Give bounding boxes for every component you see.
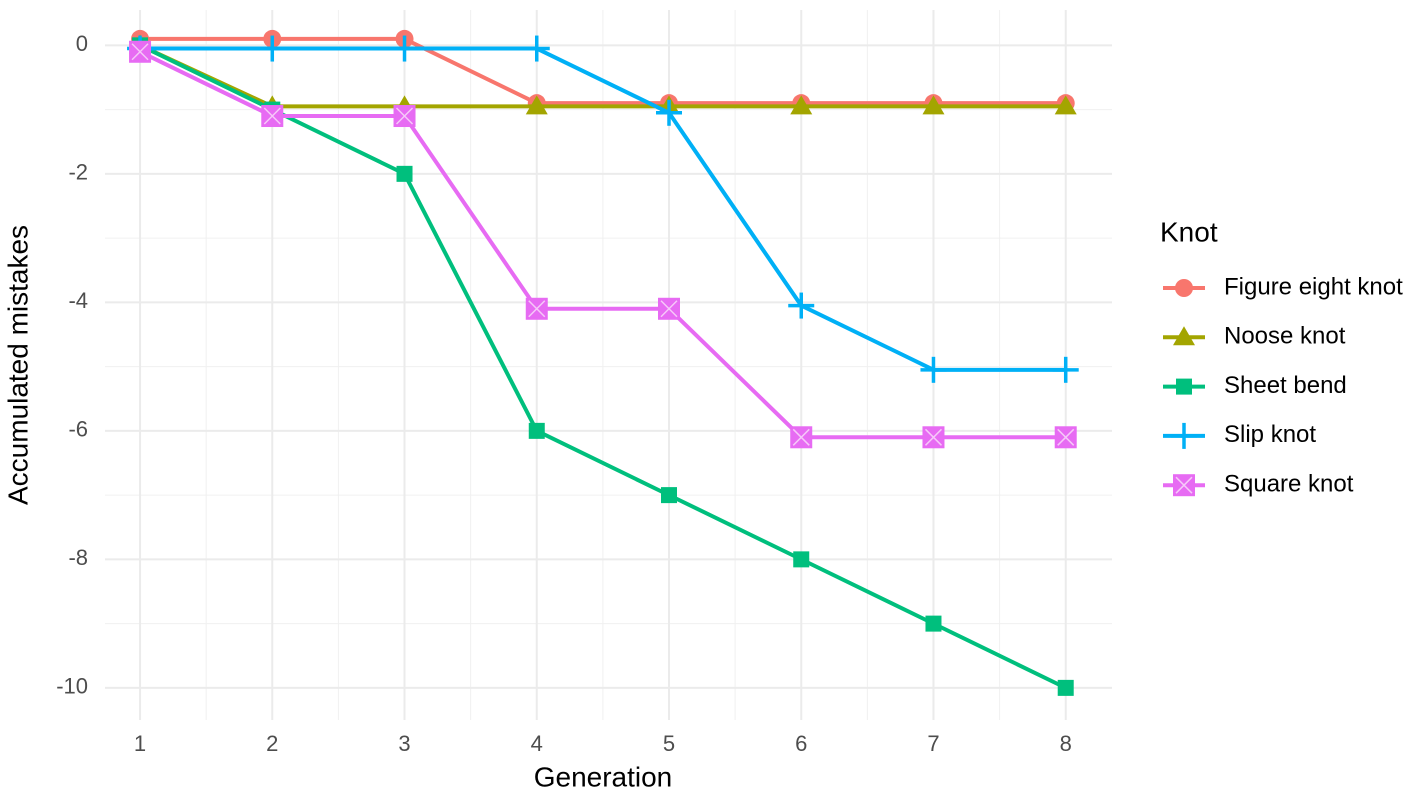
marker-shape — [793, 551, 810, 568]
marker-shape — [395, 107, 414, 125]
marker-shape — [922, 95, 945, 115]
y-tick-label: 0 — [76, 31, 88, 56]
y-tick-label: -8 — [68, 545, 88, 570]
marker-shape — [528, 422, 545, 439]
legend-label: Sheet bend — [1224, 372, 1347, 399]
marker — [793, 551, 810, 568]
marker-shape — [1175, 279, 1193, 297]
marker-shape — [660, 300, 678, 318]
marker-shape — [1057, 428, 1075, 446]
y-tick-label: -10 — [56, 674, 88, 699]
x-tick-label: 6 — [795, 731, 807, 756]
series-line — [139, 43, 1066, 109]
marker — [655, 99, 682, 126]
marker — [1054, 426, 1077, 449]
x-axis-title: Generation — [534, 761, 673, 792]
marker-shape — [396, 165, 413, 182]
marker-shape — [1057, 679, 1074, 696]
y-tick-label: -2 — [68, 160, 88, 185]
marker — [1171, 422, 1197, 449]
legend-item: Square knot — [1163, 471, 1354, 498]
marker — [259, 35, 286, 62]
marker-shape — [528, 300, 546, 318]
marker-shape — [1054, 95, 1077, 115]
x-tick-label: 4 — [531, 731, 543, 756]
marker-shape — [660, 487, 677, 504]
marker — [925, 615, 942, 632]
marker — [525, 297, 548, 320]
x-tick-label: 8 — [1060, 731, 1072, 756]
y-axis-title: Accumulated mistakes — [2, 225, 33, 505]
legend-label: Figure eight knot — [1224, 273, 1403, 300]
marker — [1176, 378, 1192, 395]
marker — [396, 165, 413, 182]
marker — [657, 297, 680, 320]
legend-item: Figure eight knot — [1163, 273, 1403, 300]
series-line — [140, 36, 1066, 106]
x-tick-label: 5 — [663, 731, 675, 756]
series-line — [140, 46, 1066, 372]
series-line — [139, 49, 1066, 440]
marker-shape — [263, 107, 281, 125]
x-tick-label: 1 — [134, 731, 146, 756]
marker — [391, 35, 418, 62]
marker — [523, 35, 550, 62]
marker — [790, 426, 813, 449]
legend-label: Noose knot — [1224, 323, 1346, 350]
marker-shape — [1176, 378, 1192, 395]
marker — [922, 426, 945, 449]
marker — [788, 292, 815, 319]
marker-shape — [790, 95, 813, 115]
marker-shape — [1173, 326, 1195, 346]
marker — [393, 105, 416, 128]
legend-title: Knot — [1160, 216, 1218, 247]
legend-item: Noose knot — [1163, 323, 1346, 350]
marker-shape — [525, 95, 548, 115]
marker — [261, 105, 284, 128]
marker — [129, 40, 152, 63]
marker-shape — [1175, 476, 1193, 494]
marker — [1052, 356, 1079, 383]
series-line — [139, 43, 1067, 690]
marker-shape — [131, 43, 149, 61]
marker — [528, 422, 545, 439]
marker — [525, 95, 548, 115]
marker — [790, 95, 813, 115]
marker — [922, 95, 945, 115]
marker — [920, 356, 947, 383]
x-tick-label: 7 — [927, 731, 939, 756]
marker — [1173, 474, 1195, 497]
marker-shape — [924, 428, 943, 446]
x-tick-label: 2 — [266, 731, 278, 756]
legend-label: Slip knot — [1224, 421, 1316, 448]
y-tick-label: -6 — [68, 417, 88, 442]
marker-shape — [925, 615, 942, 632]
y-tick-label: -4 — [68, 288, 88, 313]
marker — [1054, 95, 1077, 115]
marker — [1175, 279, 1193, 297]
x-tick-label: 3 — [398, 731, 410, 756]
marker-shape — [792, 428, 810, 446]
marker — [660, 487, 677, 504]
marker — [1173, 326, 1195, 346]
marker — [1057, 679, 1074, 696]
legend-label: Square knot — [1224, 471, 1354, 498]
grid — [105, 10, 1112, 720]
